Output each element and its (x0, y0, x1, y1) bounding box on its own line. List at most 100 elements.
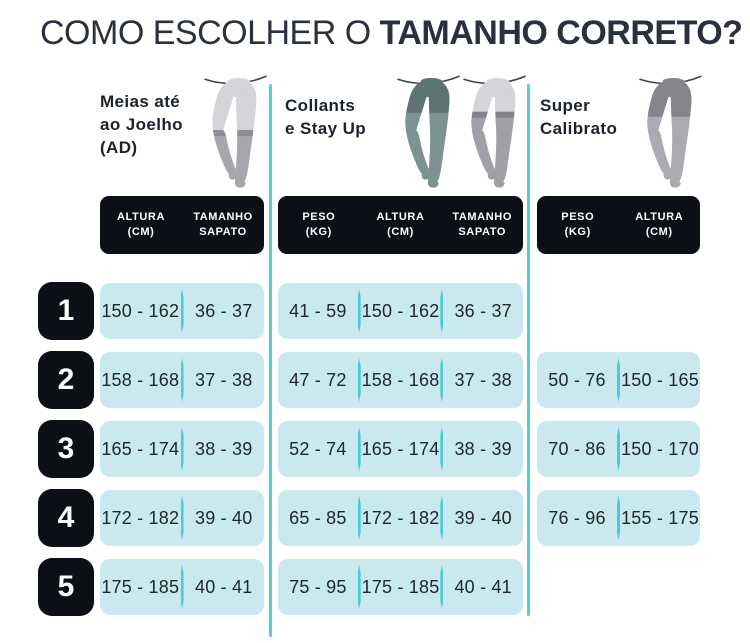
group-divider-2 (527, 84, 530, 616)
cell-value: 150 - 165 (621, 369, 699, 390)
cell-value: 41 - 59 (289, 300, 347, 321)
shaping-tights-legs-icon (634, 70, 706, 195)
cell-divider (357, 358, 361, 402)
cell-value: 175 - 185 (361, 576, 440, 597)
cell-divider (440, 289, 444, 333)
cell-value: 172 - 182 (361, 507, 440, 528)
cell-value: 165 - 174 (361, 438, 440, 459)
column-header-altura-cm: ALTURA (CM) (635, 211, 684, 238)
column-header-peso-kg: PESO (KG) (302, 211, 336, 238)
size-cell-g3: 70 - 86 150 - 170 (537, 421, 700, 477)
cell-value: 52 - 74 (289, 438, 347, 459)
cell-divider (180, 496, 184, 540)
group-knee-high-title-line3: (AD) (100, 138, 138, 157)
group-collants-title: Collants e Stay Up (285, 94, 366, 140)
size-number-box: 3 (38, 420, 94, 478)
cell-value: 150 - 162 (101, 300, 180, 321)
page-title-bold: TAMANHO CORRETO? (379, 14, 743, 52)
group-super-calibrato-title: Super Calibrato (540, 94, 617, 140)
cell-divider (357, 496, 361, 540)
cell-value: 50 - 76 (548, 369, 606, 390)
group-collants-title-line1: Collants (285, 96, 356, 115)
size-number-box: 5 (38, 558, 94, 616)
cell-divider (440, 565, 444, 609)
size-cell-g2: 75 - 95 175 - 185 40 - 41 (278, 559, 523, 615)
size-cell-g1: 172 - 182 39 - 40 (100, 490, 264, 546)
cell-divider (357, 289, 361, 333)
column-header-altura-cm: ALTURA (CM) (117, 211, 165, 238)
cell-value: 76 - 96 (548, 507, 606, 528)
group-super-calibrato-title-line1: Super (540, 96, 591, 115)
table-row: 5 175 - 185 40 - 41 75 - 95 175 - 185 40 - 41 (0, 558, 750, 616)
column-header-altura-cm: ALTURA (CM) (376, 211, 425, 238)
column-header-tamanho-sapato: TAMANHO SAPATO (193, 211, 253, 238)
table-row: 3 165 - 174 38 - 39 52 - 74 165 - 174 38 - 39… (0, 420, 750, 478)
table-row: 1 150 - 162 36 - 37 41 - 59 150 - 162 36 - 37 (0, 282, 750, 340)
column-header-knee-high: ALTURA (CM) TAMANHO SAPATO (100, 196, 264, 254)
page-title-regular: COMO ESCOLHER O (40, 14, 380, 52)
size-cell-g2: 52 - 74 165 - 174 38 - 39 (278, 421, 523, 477)
cell-divider (357, 565, 361, 609)
cell-value: 40 - 41 (454, 576, 512, 597)
column-header-tamanho-sapato: TAMANHO SAPATO (452, 211, 512, 238)
cell-value: 175 - 185 (101, 576, 180, 597)
cell-value: 47 - 72 (289, 369, 347, 390)
size-cell-g1: 165 - 174 38 - 39 (100, 421, 264, 477)
size-cell-g2: 65 - 85 172 - 182 39 - 40 (278, 490, 523, 546)
cell-divider (617, 427, 620, 471)
size-number-box: 2 (38, 351, 94, 409)
column-header-super-calibrato: PESO (KG) ALTURA (CM) (537, 196, 700, 254)
group-knee-high-title-line2: ao Joelho (100, 115, 183, 134)
cell-value: 158 - 168 (101, 369, 180, 390)
group-divider-1 (269, 84, 272, 637)
size-cell-g3: 50 - 76 150 - 165 (537, 352, 700, 408)
cell-value: 165 - 174 (101, 438, 180, 459)
cell-divider (617, 358, 620, 402)
size-cell-g2: 41 - 59 150 - 162 36 - 37 (278, 283, 523, 339)
size-number-box: 1 (38, 282, 94, 340)
cell-divider (357, 427, 361, 471)
column-header-collants: PESO (KG) ALTURA (CM) TAMANHO SAPATO (278, 196, 523, 254)
cell-value: 65 - 85 (289, 507, 347, 528)
size-cell-g1: 158 - 168 37 - 38 (100, 352, 264, 408)
cell-divider (180, 358, 184, 402)
cell-value: 155 - 175 (621, 507, 699, 528)
stay-up-stockings-legs-icon (458, 70, 530, 195)
tights-legs-icon (392, 70, 464, 195)
group-collants-title-line2: e Stay Up (285, 119, 367, 138)
table-row: 2 158 - 168 37 - 38 47 - 72 158 - 168 37 - 38… (0, 351, 750, 409)
column-header-peso-kg: PESO (KG) (561, 211, 595, 238)
group-knee-high-title-line1: Meias até (100, 92, 181, 111)
cell-divider (617, 496, 620, 540)
page-title: COMO ESCOLHER O TAMANHO CORRETO? (40, 14, 743, 53)
cell-value: 150 - 170 (621, 438, 699, 459)
cell-value: 37 - 38 (195, 369, 253, 390)
cell-divider (440, 496, 444, 540)
cell-divider (180, 427, 184, 471)
cell-value: 36 - 37 (195, 300, 253, 321)
knee-high-stockings-legs-icon (199, 70, 271, 195)
size-cell-g3: 76 - 96 155 - 175 (537, 490, 700, 546)
cell-value: 172 - 182 (101, 507, 180, 528)
cell-value: 75 - 95 (289, 576, 347, 597)
size-number-box: 4 (38, 489, 94, 547)
cell-value: 38 - 39 (195, 438, 253, 459)
size-cell-g1: 150 - 162 36 - 37 (100, 283, 264, 339)
size-cell-g2: 47 - 72 158 - 168 37 - 38 (278, 352, 523, 408)
group-super-calibrato-title-line2: Calibrato (540, 119, 618, 138)
cell-value: 39 - 40 (195, 507, 253, 528)
cell-divider (440, 427, 444, 471)
cell-value: 39 - 40 (454, 507, 512, 528)
cell-value: 37 - 38 (454, 369, 512, 390)
size-cell-g1: 175 - 185 40 - 41 (100, 559, 264, 615)
cell-divider (180, 565, 184, 609)
cell-value: 36 - 37 (454, 300, 512, 321)
cell-value: 70 - 86 (548, 438, 606, 459)
group-knee-high-title: Meias até ao Joelho (AD) (100, 90, 183, 159)
cell-divider (440, 358, 444, 402)
cell-divider (180, 289, 184, 333)
cell-value: 38 - 39 (454, 438, 512, 459)
table-row: 4 172 - 182 39 - 40 65 - 85 172 - 182 39 - 40… (0, 489, 750, 547)
cell-value: 150 - 162 (361, 300, 440, 321)
